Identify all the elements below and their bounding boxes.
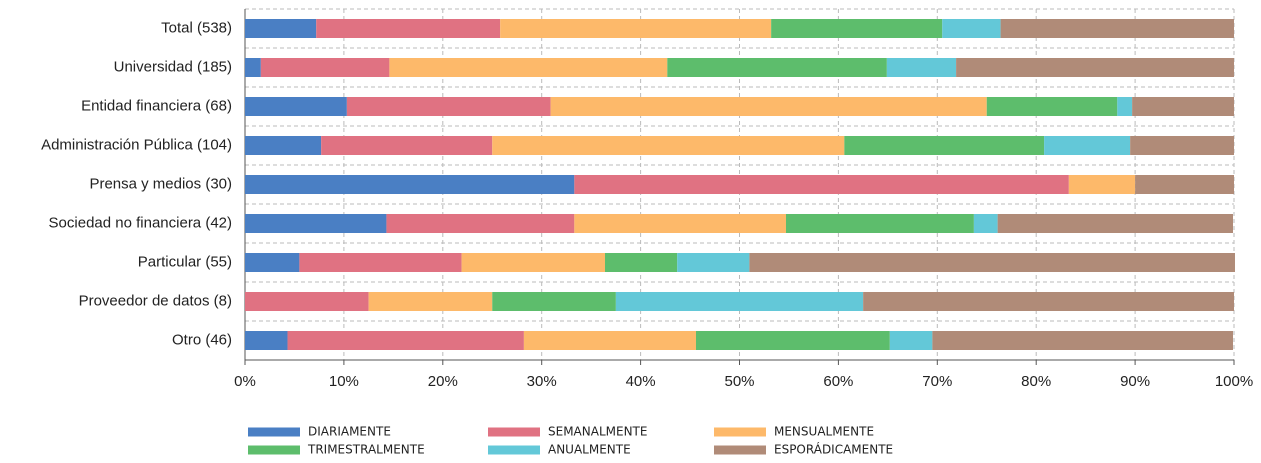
category-label: Administración Pública (104) [41, 136, 232, 153]
bar-segment [500, 19, 772, 38]
bar-segment [346, 97, 551, 116]
legend-label: TRIMESTRALMENTE [307, 443, 425, 457]
bar-segment [245, 58, 261, 77]
bar-segment [932, 331, 1234, 350]
bar-segment [844, 136, 1045, 155]
bar-segment [973, 214, 998, 233]
bar-segment [321, 136, 493, 155]
legend-swatch [714, 427, 766, 437]
legend-swatch [714, 445, 766, 455]
bar-segment [245, 19, 317, 38]
legend-label: ESPORÁDICAMENTE [774, 442, 893, 457]
category-label: Prensa y medios (30) [89, 175, 232, 192]
x-tick-label: 10% [329, 373, 359, 390]
bar-segment [461, 253, 605, 272]
bar-segment [368, 292, 493, 311]
category-label: Total (538) [161, 19, 232, 36]
x-tick-label: 60% [823, 373, 853, 390]
x-tick-label: 70% [922, 373, 952, 390]
bar-segment [785, 214, 974, 233]
x-tick-label: 90% [1120, 373, 1150, 390]
bar-segment [942, 19, 1001, 38]
bar-segment [245, 214, 387, 233]
bar-segment [245, 136, 322, 155]
bar-segment [771, 19, 943, 38]
category-label: Otro (46) [172, 331, 232, 348]
x-tick-label: 50% [724, 373, 754, 390]
legend-swatch [248, 445, 300, 455]
bar-segment [245, 175, 575, 194]
category-label: Proveedor de datos (8) [79, 292, 232, 309]
bar-segment [1135, 175, 1234, 194]
category-label: Entidad financiera (68) [81, 97, 232, 114]
legend-label: DIARIAMENTE [308, 425, 391, 439]
bar-segment [667, 58, 887, 77]
bar-segment [550, 97, 987, 116]
x-tick-label: 20% [428, 373, 458, 390]
category-label: Sociedad no financiera (42) [49, 214, 232, 231]
bar-segment [316, 19, 501, 38]
bar-segment [574, 175, 1069, 194]
bar-segment [986, 97, 1118, 116]
x-tick-label: 80% [1021, 373, 1051, 390]
bar-segment [677, 253, 750, 272]
x-tick-label: 40% [626, 373, 656, 390]
bar-segment [1000, 19, 1234, 38]
bar-segment [245, 331, 288, 350]
legend-label: ANUALMENTE [548, 443, 631, 457]
bar-segment [245, 292, 369, 311]
bar-segment [1044, 136, 1131, 155]
bar-segment [997, 214, 1234, 233]
legend-swatch [488, 427, 540, 437]
bar-segment [695, 331, 890, 350]
category-label: Universidad (185) [114, 58, 232, 75]
bar-segment [287, 331, 524, 350]
bar-segment [956, 58, 1234, 77]
bar-segment [492, 136, 845, 155]
bar-segment [889, 331, 933, 350]
bar-segment [245, 97, 347, 116]
bar-segment [523, 331, 696, 350]
bar-segment [1130, 136, 1234, 155]
x-tick-label: 30% [527, 373, 557, 390]
bar-segment [260, 58, 390, 77]
x-tick-label: 100% [1215, 373, 1253, 390]
legend-label: MENSUALMENTE [774, 425, 874, 439]
bar-segment [749, 253, 1235, 272]
legend-label: SEMANALMENTE [548, 425, 647, 439]
bar-segment [389, 58, 668, 77]
bar-segment [386, 214, 575, 233]
bar-segment [1068, 175, 1136, 194]
bar-segment [245, 253, 300, 272]
bar-segment [1117, 97, 1133, 116]
legend-swatch [488, 445, 540, 455]
bar-segment [574, 214, 786, 233]
bar-segment [299, 253, 462, 272]
bar-segment [886, 58, 957, 77]
bar-segment [604, 253, 678, 272]
legend-swatch [248, 427, 300, 437]
category-label: Particular (55) [138, 253, 232, 270]
bar-segment [1132, 97, 1234, 116]
bar-segment [863, 292, 1234, 311]
x-tick-label: 0% [234, 373, 256, 390]
bar-segment [492, 292, 616, 311]
bar-segment [615, 292, 864, 311]
